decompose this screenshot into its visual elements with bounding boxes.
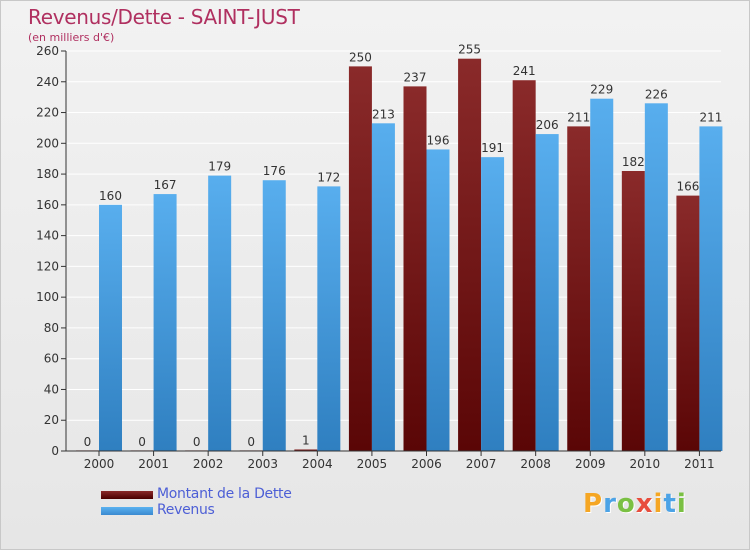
data-label-dette: 241 <box>513 64 536 78</box>
data-label-revenus: 191 <box>481 141 504 155</box>
data-label-dette: 255 <box>458 43 481 57</box>
data-label-revenus: 213 <box>372 107 395 121</box>
bar-dette <box>567 126 591 451</box>
y-tick-label: 160 <box>36 198 59 212</box>
bar-dette <box>294 449 318 451</box>
data-label-dette: 1 <box>302 433 310 447</box>
y-tick-label: 60 <box>44 352 59 366</box>
bar-revenus <box>590 98 614 451</box>
data-label-revenus: 229 <box>590 83 613 97</box>
y-tick-label: 140 <box>36 229 59 243</box>
y-tick-label: 0 <box>51 444 59 458</box>
y-tick-label: 80 <box>44 321 59 335</box>
x-tick-label: 2006 <box>411 457 442 471</box>
x-tick-label: 2004 <box>302 457 333 471</box>
y-tick-label: 240 <box>36 75 59 89</box>
logo-letter: i <box>676 489 687 519</box>
bar-dette <box>403 86 427 451</box>
x-tick-label: 2003 <box>247 457 278 471</box>
axis-layer <box>61 50 721 456</box>
x-tick-label: 2000 <box>84 457 115 471</box>
bar-revenus <box>699 126 723 451</box>
data-label-dette: 0 <box>84 435 92 449</box>
x-tick-label: 2005 <box>357 457 388 471</box>
logo-letter: P <box>583 489 604 519</box>
data-label-revenus: 167 <box>154 178 177 192</box>
bar-revenus <box>535 134 559 452</box>
logo-letter: r <box>603 489 617 519</box>
data-label-dette: 211 <box>567 110 590 124</box>
y-tick-label: 120 <box>36 259 59 273</box>
logo-letter: t <box>663 489 677 519</box>
bar-revenus <box>262 180 286 451</box>
legend-swatch-revenus <box>101 507 153 515</box>
bar-revenus <box>371 123 395 452</box>
labels-layer: 0204060801001201401601802002202402600160… <box>36 43 722 471</box>
legend-swatch-dette <box>101 491 153 499</box>
x-tick-label: 2010 <box>630 457 661 471</box>
chart-title: Revenus/Dette - SAINT-JUST <box>28 5 300 29</box>
data-label-dette: 237 <box>404 70 427 84</box>
data-label-revenus: 226 <box>645 87 668 101</box>
data-label-dette: 182 <box>622 155 645 169</box>
bar-revenus <box>481 157 505 451</box>
legend-label-dette: Montant de la Dette <box>157 486 292 502</box>
y-tick-label: 260 <box>36 44 59 58</box>
logo-letter: i <box>653 489 664 519</box>
x-tick-label: 2007 <box>466 457 497 471</box>
bar-revenus <box>317 186 341 451</box>
data-label-dette: 166 <box>676 180 699 194</box>
data-label-revenus: 196 <box>427 133 450 147</box>
data-label-revenus: 176 <box>263 164 286 178</box>
x-tick-label: 2009 <box>575 457 606 471</box>
x-tick-label: 2001 <box>138 457 169 471</box>
data-label-revenus: 206 <box>536 118 559 132</box>
bar-revenus <box>426 149 450 451</box>
bar-revenus <box>208 175 232 451</box>
bar-revenus <box>644 103 668 452</box>
bar-dette <box>512 80 536 451</box>
data-label-dette: 0 <box>138 435 146 449</box>
bar-revenus <box>153 194 177 452</box>
y-tick-label: 180 <box>36 167 59 181</box>
data-label-dette: 0 <box>193 435 201 449</box>
data-label-dette: 0 <box>247 435 255 449</box>
x-tick-label: 2008 <box>520 457 551 471</box>
y-tick-label: 220 <box>36 106 59 120</box>
data-label-revenus: 179 <box>208 160 231 174</box>
proxiti-logo: Proxiti <box>583 489 687 519</box>
bar-dette <box>676 195 700 451</box>
logo-letter: o <box>616 489 636 519</box>
data-label-revenus: 211 <box>699 110 722 124</box>
y-tick-label: 100 <box>36 290 59 304</box>
y-tick-label: 200 <box>36 136 59 150</box>
bar-dette <box>458 58 482 451</box>
chart-subtitle: (en milliers d'€) <box>28 31 115 44</box>
x-tick-label: 2002 <box>193 457 224 471</box>
bars-layer <box>76 58 723 452</box>
x-tick-label: 2011 <box>684 457 715 471</box>
data-label-dette: 250 <box>349 50 372 64</box>
data-label-revenus: 172 <box>317 170 340 184</box>
y-tick-label: 40 <box>44 382 59 396</box>
bar-dette <box>348 66 372 451</box>
data-label-revenus: 160 <box>99 189 122 203</box>
logo-letter: x <box>635 489 654 519</box>
bar-dette <box>621 171 645 451</box>
legend-label-revenus: Revenus <box>157 502 215 518</box>
bar-revenus <box>99 204 122 451</box>
y-tick-label: 20 <box>44 413 59 427</box>
